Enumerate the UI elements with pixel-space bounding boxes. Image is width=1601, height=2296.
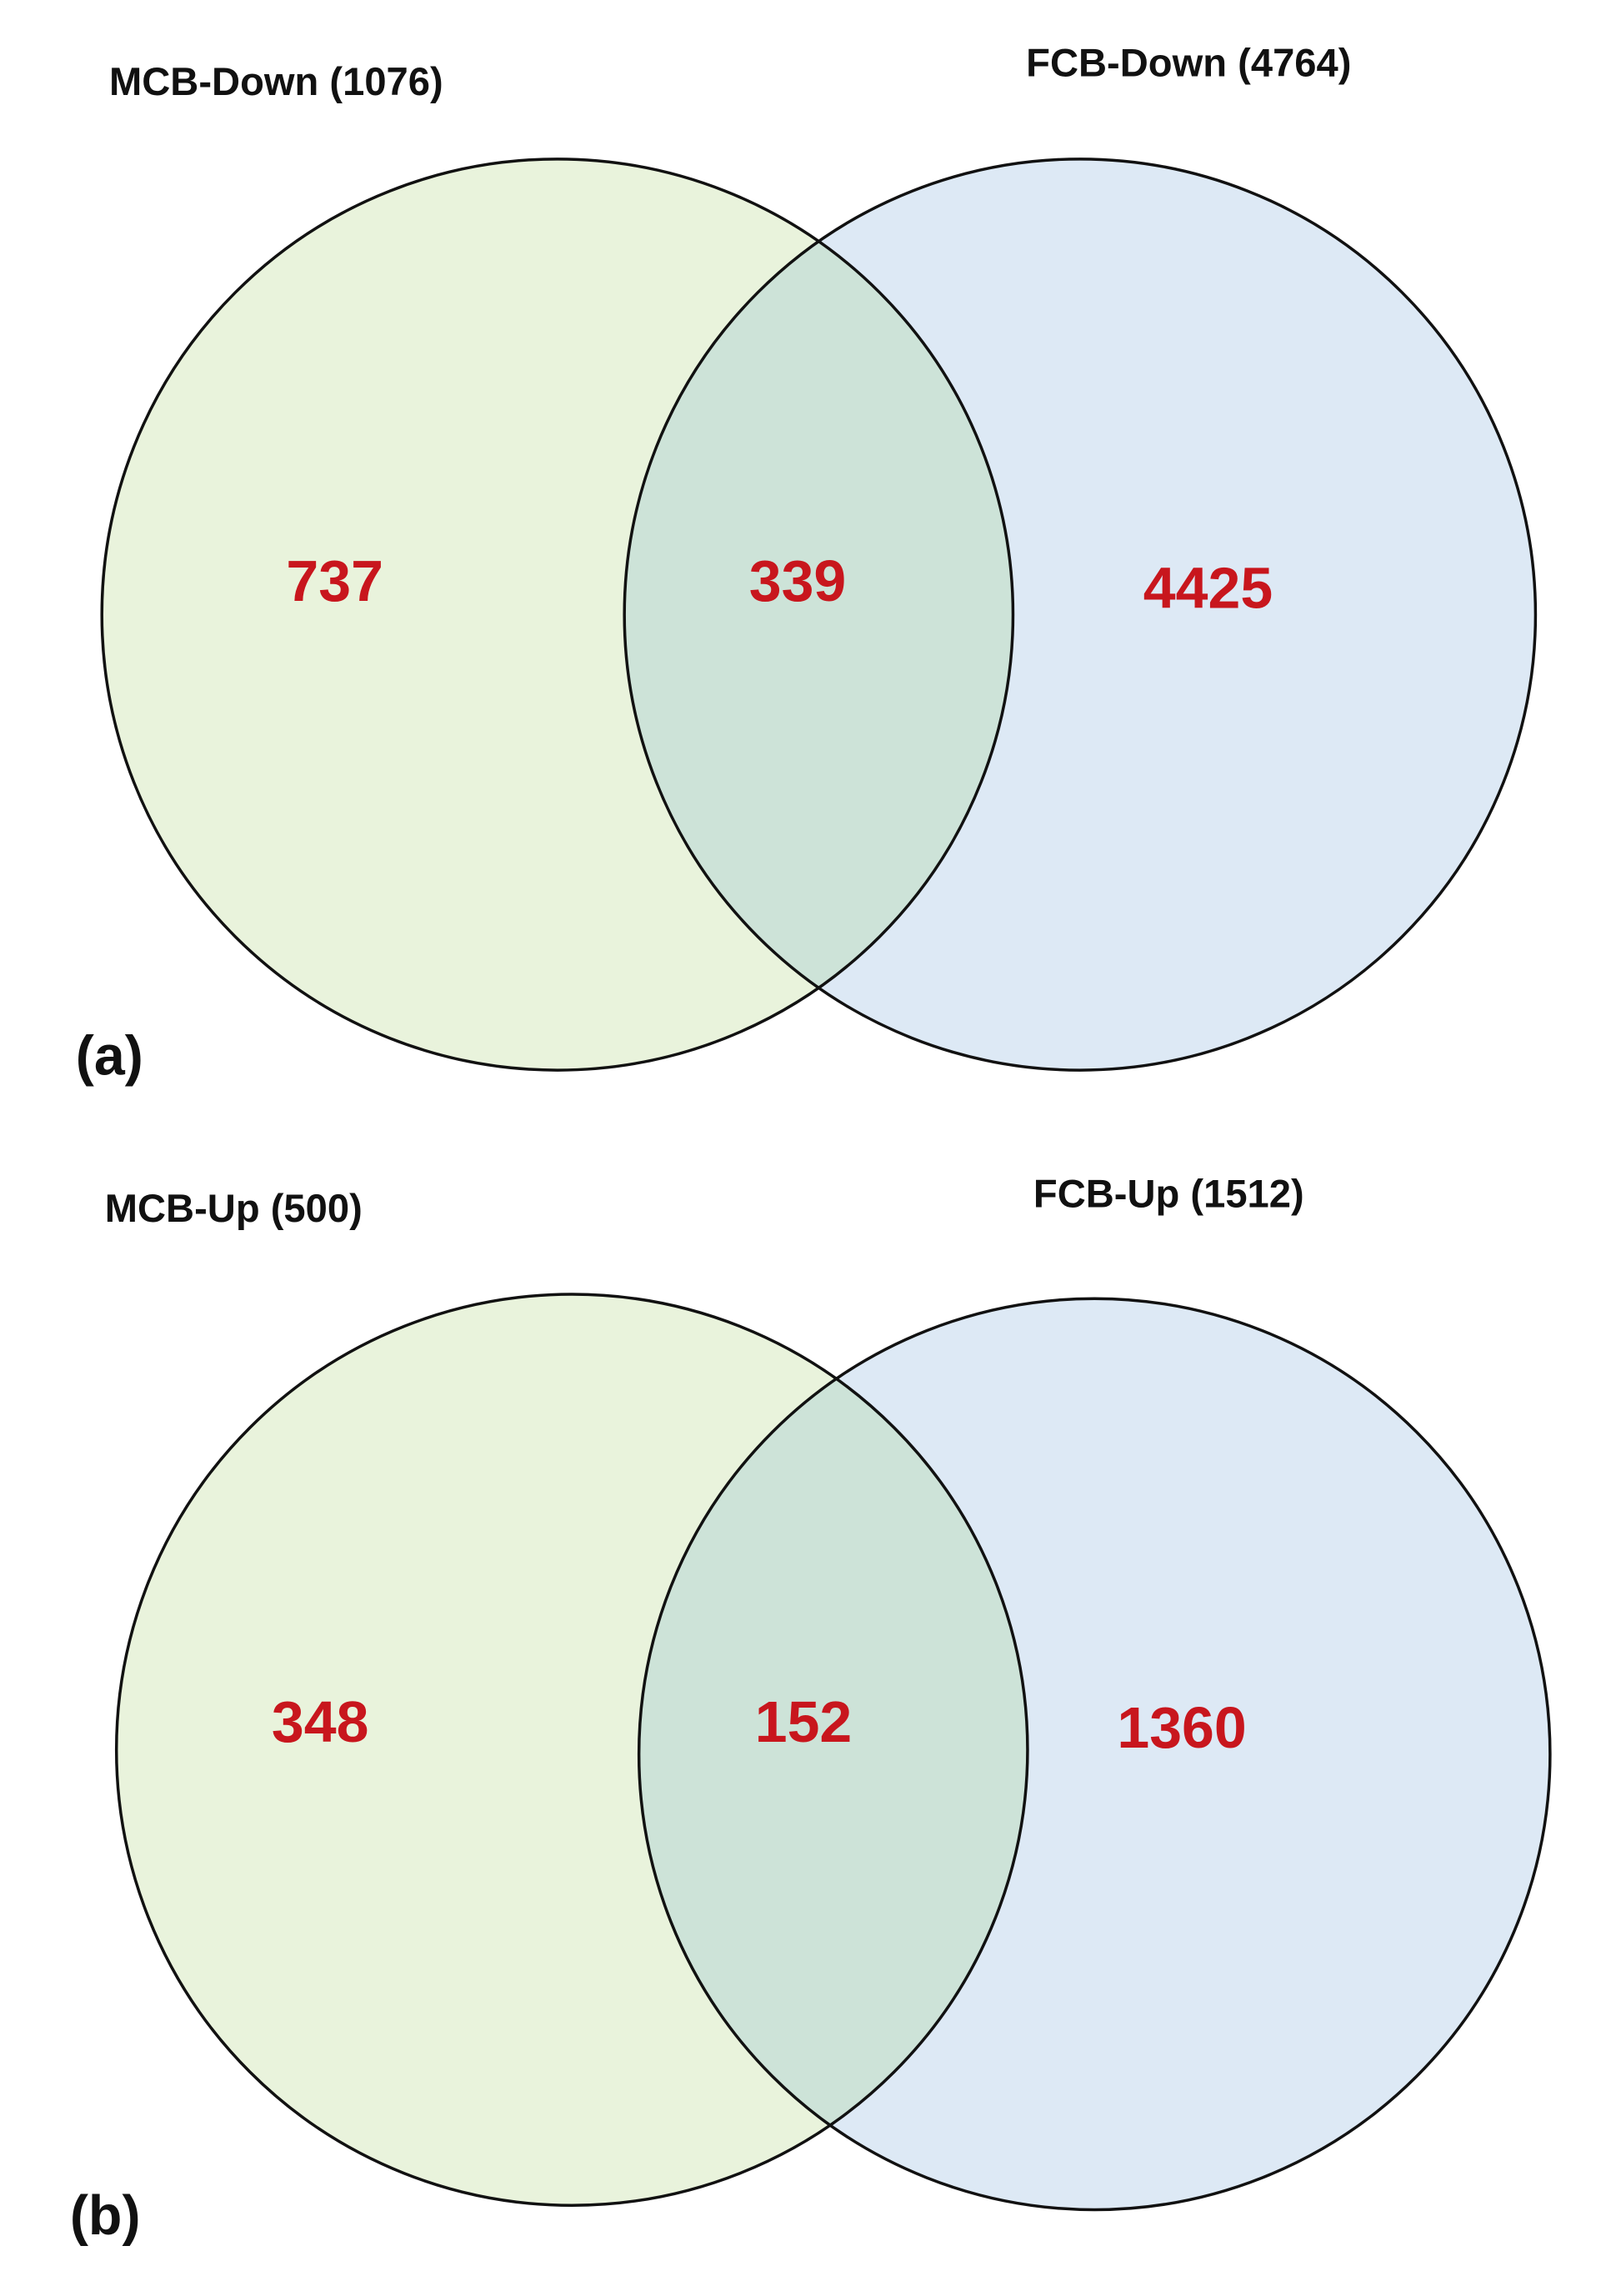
set-label: FCB-Up (1512) bbox=[1033, 1171, 1304, 1215]
circle-outline bbox=[100, 158, 1015, 1072]
panel-label: (a) bbox=[76, 1025, 143, 1087]
overlap-region bbox=[624, 158, 1013, 1071]
set-label: MCB-Down (1076) bbox=[109, 59, 443, 103]
circle-outline bbox=[114, 1293, 1029, 2207]
set-label: FCB-Down (4764) bbox=[1026, 41, 1351, 85]
region-count: 1360 bbox=[1117, 1695, 1246, 1760]
set-label: MCB-Up (500) bbox=[105, 1186, 363, 1230]
region-count: 4425 bbox=[1143, 556, 1273, 621]
overlap-region bbox=[638, 1298, 1028, 2206]
circle-outline bbox=[637, 1297, 1552, 2212]
circle-outline bbox=[623, 158, 1538, 1072]
region-count: 152 bbox=[755, 1689, 853, 1754]
region-count: 339 bbox=[749, 548, 847, 613]
region-count: 348 bbox=[272, 1689, 369, 1754]
panel-label: (b) bbox=[70, 2185, 141, 2247]
region-count: 737 bbox=[286, 548, 383, 613]
